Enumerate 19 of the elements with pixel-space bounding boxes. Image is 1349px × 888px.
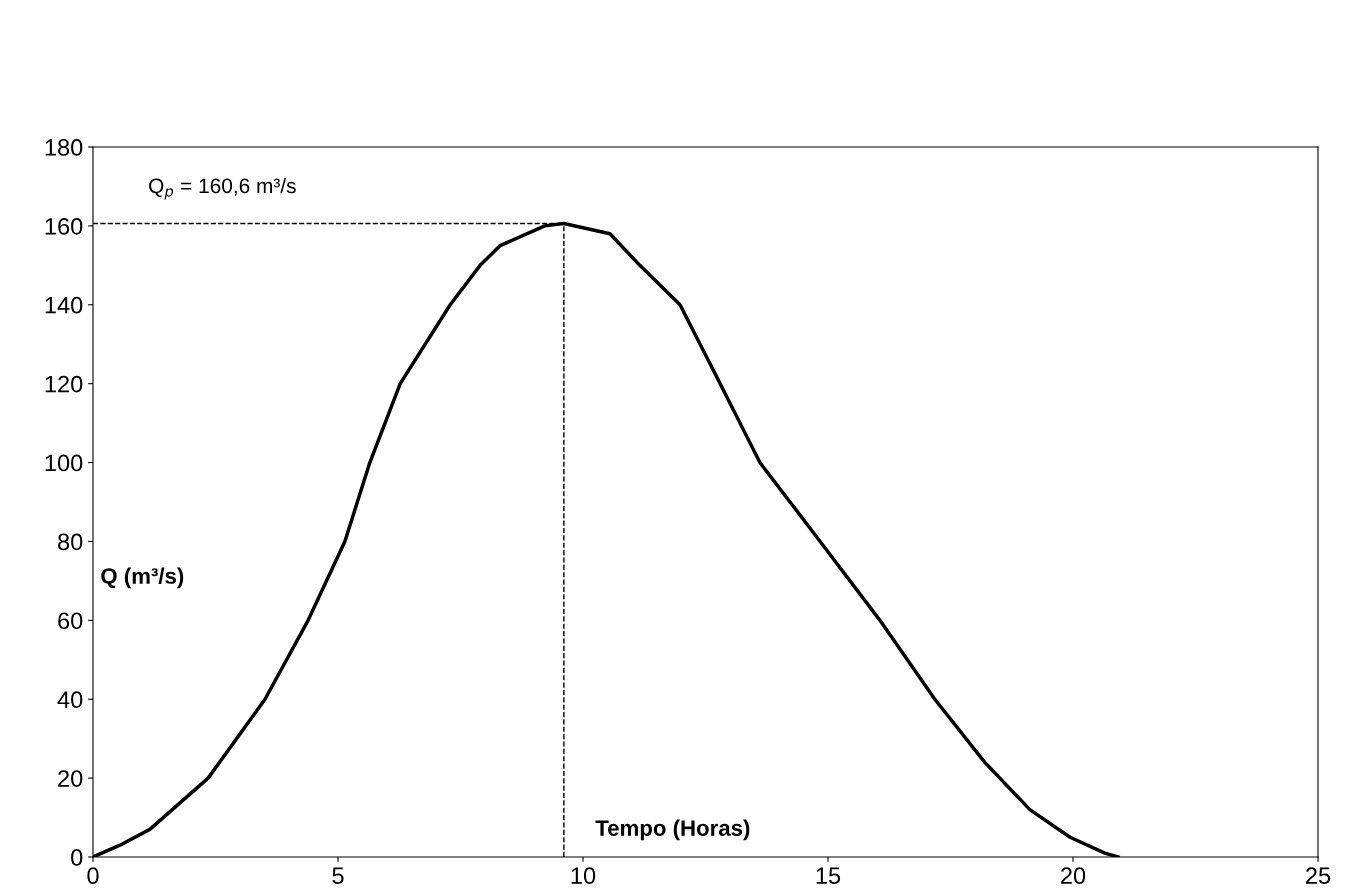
- y-tick-label: 40: [57, 691, 83, 709]
- x-tick-label: 20: [1061, 867, 1086, 885]
- y-tick-label: 100: [45, 454, 83, 472]
- y-tick-label: 20: [58, 770, 83, 787]
- annotation: Q$_{p}$ = 160,6 m³/s: [149, 177, 296, 200]
- x-axis-title: Tempo (Horas): [595, 819, 750, 841]
- y-tick-label: 120: [45, 375, 83, 393]
- y-tick-label: 80: [58, 533, 83, 551]
- x-tick-label: 5: [332, 867, 344, 885]
- x-tick-label: 25: [1306, 867, 1331, 885]
- y-tick-label: 180: [45, 139, 83, 156]
- y-tick-label: 0: [71, 849, 83, 866]
- x-tick-label: 10: [571, 867, 596, 885]
- x-tick-label: 0: [87, 867, 99, 885]
- y-tick-label: 160: [45, 217, 83, 235]
- x-tick-label: 15: [816, 867, 841, 885]
- y-tick-label: 140: [45, 296, 83, 314]
- y-tick-label: 60: [58, 612, 83, 630]
- y-axis-title: Q (m³/s): [101, 567, 184, 589]
